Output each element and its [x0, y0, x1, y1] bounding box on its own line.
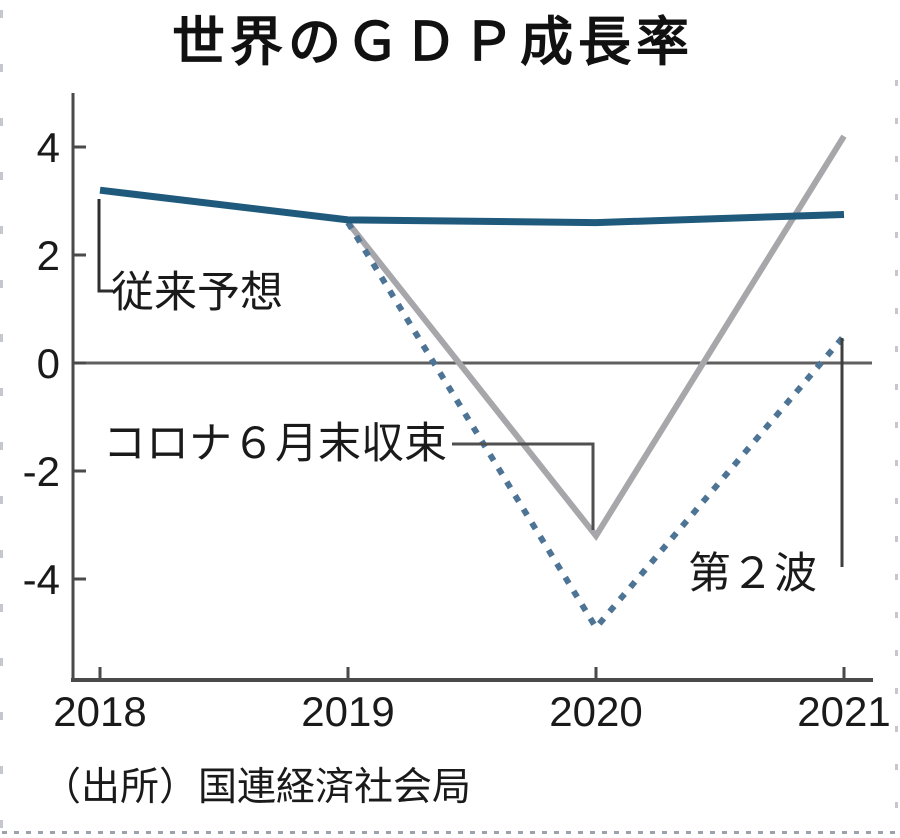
y-tick-label: 4	[37, 124, 60, 171]
y-axis-ticks: 4 2 0 -2 -4	[23, 124, 86, 603]
series-line-covid-ends-june	[345, 134, 847, 542]
y-tick-label: 2	[37, 232, 60, 279]
x-axis-ticks: 2018 2019 2020 2021	[53, 667, 891, 735]
series-line-baseline-forecast	[99, 186, 845, 227]
baseline-forecast-annotation-label: 従来予想	[111, 269, 283, 317]
source-note: （出所）国連経済社会局	[42, 766, 471, 809]
x-tick-label: 2018	[53, 688, 146, 735]
series-lines	[99, 134, 847, 633]
y-tick-label: -2	[23, 448, 60, 495]
baseline-forecast-annotation-bracket	[97, 199, 113, 293]
y-tick-label: 0	[37, 340, 60, 387]
x-tick-label: 2020	[549, 688, 642, 735]
second-wave-annotation-label: 第２波	[688, 550, 817, 598]
y-tick-label: -4	[23, 556, 60, 603]
covid-ends-june-annotation-label: コロナ６月末収束	[103, 420, 447, 468]
covid-ends-june-annotation-leader	[452, 442, 595, 530]
x-tick-label: 2021	[797, 688, 890, 735]
x-tick-label: 2019	[301, 688, 394, 735]
chart-title: 世界のＧＤＰ成長率	[172, 13, 694, 72]
